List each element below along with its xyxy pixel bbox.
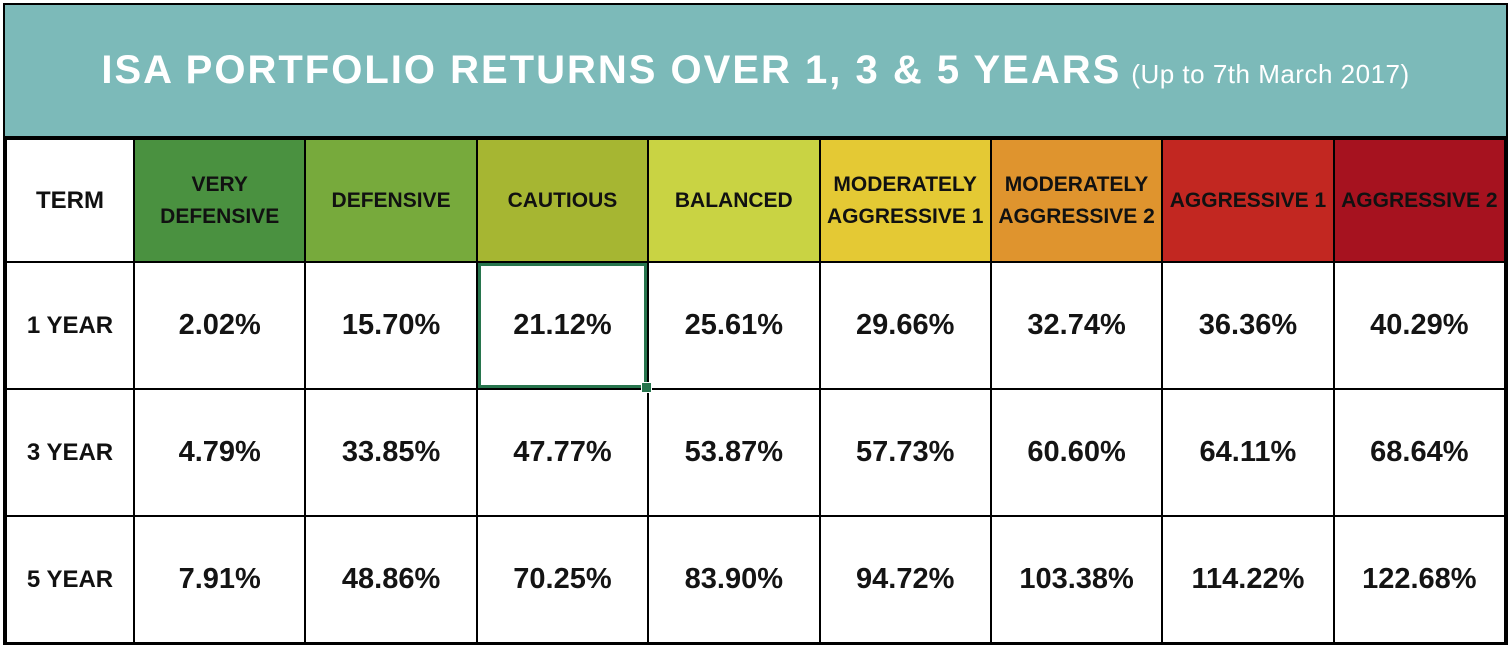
row-header-5-year[interactable]: 5 YEAR: [5, 515, 135, 644]
returns-table: TERM VERY DEFENSIVE DEFENSIVE CAUTIOUS B…: [5, 138, 1507, 644]
table-row: 3 YEAR 4.79% 33.85% 47.77% 53.87% 57.73%…: [5, 388, 1507, 517]
title-band: ISA PORTFOLIO RETURNS OVER 1, 3 & 5 YEAR…: [5, 5, 1506, 138]
value-cell[interactable]: 25.61%: [647, 261, 821, 390]
value-cell[interactable]: 68.64%: [1332, 388, 1507, 517]
value-cell[interactable]: 60.60%: [989, 388, 1164, 517]
value-cell[interactable]: 103.38%: [989, 515, 1164, 644]
value-cell[interactable]: 47.77%: [475, 388, 650, 517]
row-header-1-year[interactable]: 1 YEAR: [5, 261, 135, 390]
value-cell[interactable]: 7.91%: [132, 515, 307, 644]
value-cell[interactable]: 36.36%: [1161, 261, 1335, 390]
value-cell[interactable]: 15.70%: [304, 261, 478, 390]
col-header-aggressive-2[interactable]: AGGRESSIVE 2: [1332, 138, 1507, 263]
page-title-subtitle: (Up to 7th March 2017): [1131, 59, 1410, 89]
value-cell[interactable]: 53.87%: [647, 388, 821, 517]
row-header-3-year[interactable]: 3 YEAR: [5, 388, 135, 517]
value-cell[interactable]: 83.90%: [647, 515, 821, 644]
col-header-term[interactable]: TERM: [5, 138, 135, 263]
page-title: ISA PORTFOLIO RETURNS OVER 1, 3 & 5 YEAR…: [101, 48, 1409, 93]
value-cell[interactable]: 57.73%: [818, 388, 992, 517]
value-cell[interactable]: 48.86%: [304, 515, 478, 644]
spreadsheet-frame: ISA PORTFOLIO RETURNS OVER 1, 3 & 5 YEAR…: [3, 3, 1508, 645]
value-cell[interactable]: 94.72%: [818, 515, 992, 644]
col-header-aggressive-1[interactable]: AGGRESSIVE 1: [1161, 138, 1335, 263]
value-cell[interactable]: 29.66%: [818, 261, 992, 390]
table-row: 5 YEAR 7.91% 48.86% 70.25% 83.90% 94.72%…: [5, 515, 1507, 644]
value-cell[interactable]: 64.11%: [1161, 388, 1335, 517]
value-cell[interactable]: 32.74%: [989, 261, 1164, 390]
value-cell[interactable]: 2.02%: [132, 261, 307, 390]
page-title-main: ISA PORTFOLIO RETURNS OVER 1, 3 & 5 YEAR…: [101, 48, 1122, 92]
col-header-moderately-aggressive-2[interactable]: MODERATELY AGGRESSIVE 2: [989, 138, 1164, 263]
col-header-balanced[interactable]: BALANCED: [647, 138, 821, 263]
header-row: TERM VERY DEFENSIVE DEFENSIVE CAUTIOUS B…: [5, 138, 1507, 263]
selected-cell[interactable]: 21.12%: [475, 261, 654, 394]
col-header-defensive[interactable]: DEFENSIVE: [304, 138, 478, 263]
value-cell[interactable]: 4.79%: [132, 388, 307, 517]
value-cell[interactable]: 70.25%: [475, 515, 650, 644]
col-header-moderately-aggressive-1[interactable]: MODERATELY AGGRESSIVE 1: [818, 138, 992, 263]
value-cell[interactable]: 33.85%: [304, 388, 478, 517]
value-cell[interactable]: 114.22%: [1161, 515, 1335, 644]
col-header-very-defensive[interactable]: VERY DEFENSIVE: [132, 138, 307, 263]
col-header-cautious[interactable]: CAUTIOUS: [475, 138, 650, 263]
table-row: 1 YEAR 2.02% 15.70% 21.12% 25.61% 29.66%…: [5, 261, 1507, 394]
value-cell[interactable]: 122.68%: [1332, 515, 1507, 644]
value-cell[interactable]: 40.29%: [1332, 261, 1507, 390]
